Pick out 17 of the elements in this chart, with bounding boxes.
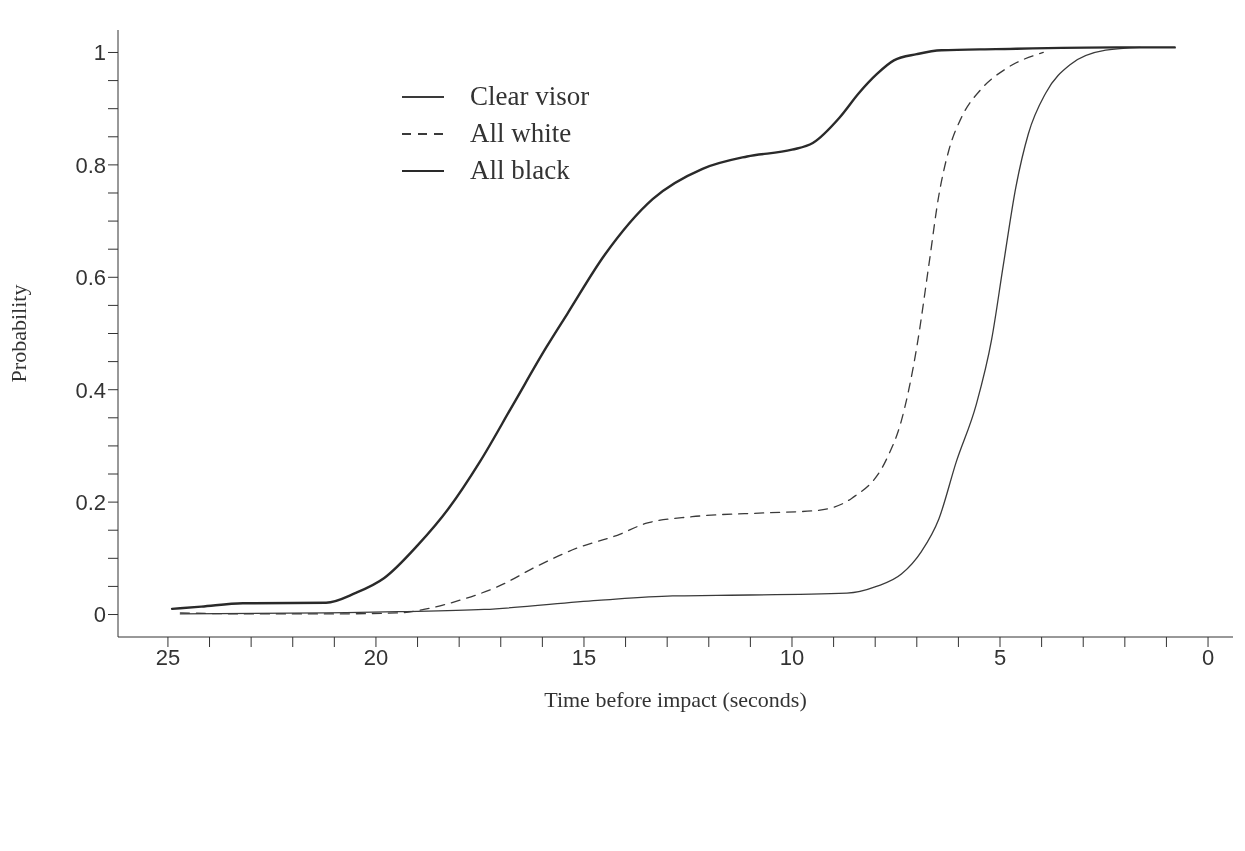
y-tick-label: 0.2 xyxy=(75,489,106,515)
y-axis-title: Probability xyxy=(5,284,31,383)
x-axis-title: Time before impact (seconds) xyxy=(544,687,807,712)
x-tick-label: 5 xyxy=(993,644,1007,670)
y-tick-label: 0.4 xyxy=(75,377,106,403)
x-tick-label: 15 xyxy=(571,644,597,670)
legend-label: All white xyxy=(470,117,572,150)
x-tick-label: 10 xyxy=(779,644,805,670)
y-tick-label: 0 xyxy=(93,602,106,628)
legend-label: All black xyxy=(470,154,570,187)
y-tick-label: 0.6 xyxy=(75,265,106,291)
x-tick-label: 25 xyxy=(155,644,181,670)
y-tick-label: 1 xyxy=(93,40,106,66)
legend-label: Clear visor xyxy=(470,80,590,113)
y-tick-label: 0.8 xyxy=(75,152,106,178)
x-tick-label: 0 xyxy=(1201,644,1215,670)
x-tick-label: 20 xyxy=(363,644,389,670)
